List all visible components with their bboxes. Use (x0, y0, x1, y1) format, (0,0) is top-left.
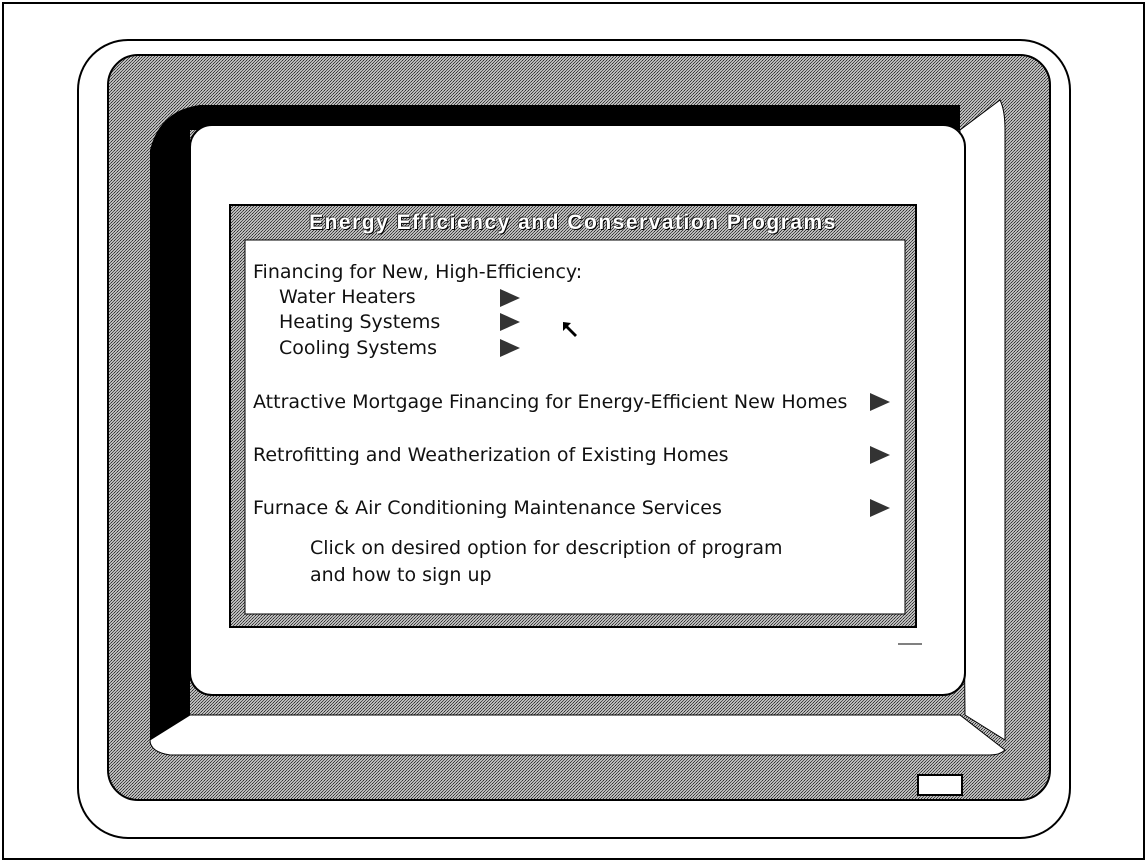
dialog-body (244, 239, 906, 615)
arrow[interactable] (500, 339, 520, 357)
arrows (500, 289, 890, 517)
bezel-right (959, 99, 1006, 741)
power-button (917, 774, 963, 796)
bezel-bottom (149, 714, 1006, 756)
arrow[interactable] (870, 446, 890, 464)
option[interactable]: Attractive Mortgage Financing for Energy… (253, 391, 848, 413)
option[interactable]: Cooling Systems (279, 337, 437, 359)
section-heading: Financing for New, High-Efficiency: (253, 261, 583, 283)
instruction: Click on desired option for description … (310, 537, 783, 559)
dialog-title: Energy Efficiency and Conservation Progr… (309, 211, 837, 234)
arrow[interactable] (500, 313, 520, 331)
instruction: and how to sign up (310, 564, 492, 586)
option[interactable]: Furnace & Air Conditioning Maintenance S… (253, 497, 722, 519)
option[interactable]: Heating Systems (279, 311, 441, 333)
arrow[interactable] (870, 499, 890, 517)
arrow[interactable] (500, 289, 520, 307)
arrow[interactable] (870, 393, 890, 411)
option[interactable]: Retrofitting and Weatherization of Exist… (253, 444, 729, 466)
option[interactable]: Water Heaters (279, 286, 416, 308)
cursor (563, 322, 577, 337)
